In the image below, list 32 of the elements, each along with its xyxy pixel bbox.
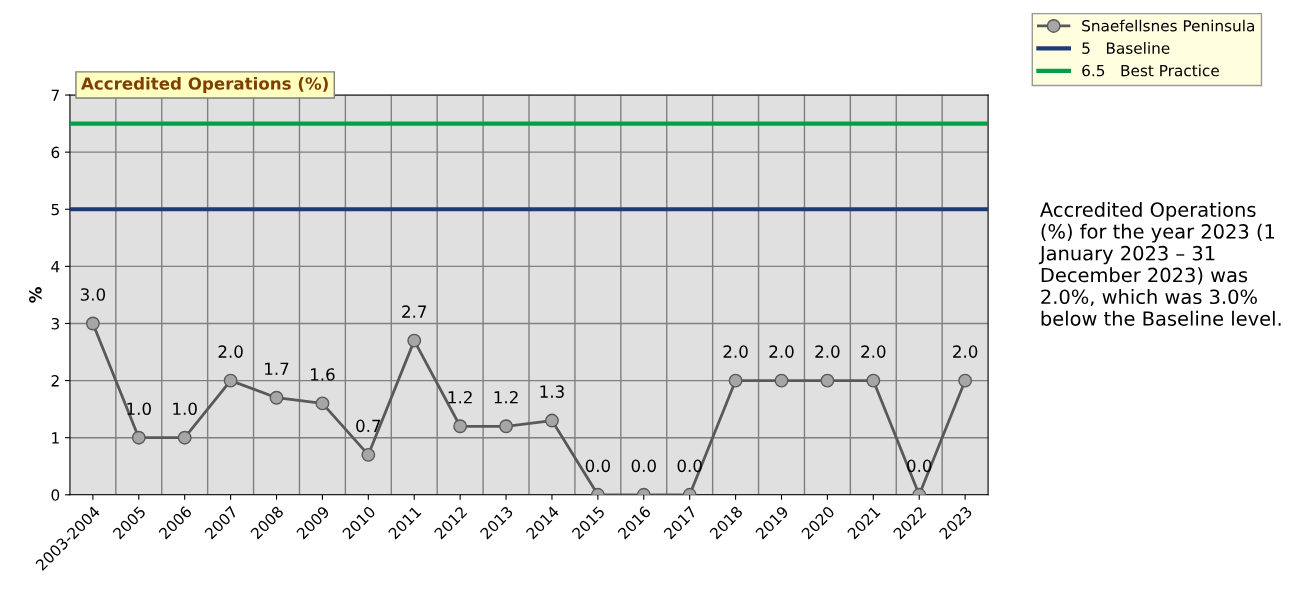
data-label: 3.0 [80, 288, 106, 301]
data-label: 1.0 [127, 402, 151, 416]
data-label: 0.0 [631, 459, 656, 473]
y-tick-label: 0 [51, 489, 60, 501]
data-label: 2.0 [861, 345, 886, 358]
y-tick-label: 4 [51, 261, 60, 273]
y-tick-label: 5 [51, 203, 59, 216]
y-tick-label: 7 [51, 89, 59, 101]
y-axis-title: % [29, 287, 42, 303]
y-tick-label: 6 [51, 146, 60, 159]
data-label: 1.2 [494, 390, 518, 404]
data-label: 1.3 [540, 385, 564, 398]
y-tick-label: 3 [51, 317, 59, 330]
legend-label: 5 Baseline [1082, 42, 1170, 54]
y-tick-label: 1 [52, 432, 59, 444]
data-label: 1.2 [448, 390, 472, 404]
data-label: 0.0 [585, 459, 611, 473]
legend-label: Snaefellsnes Peninsula [1082, 19, 1254, 32]
data-label: 2.0 [953, 345, 978, 358]
data-label: 2.0 [769, 345, 794, 358]
data-label: 0.7 [356, 419, 381, 433]
data-label: 2.0 [218, 345, 243, 358]
data-label: 2.0 [815, 345, 840, 358]
data-label: 1.0 [173, 402, 197, 416]
data-label: 1.7 [265, 362, 289, 375]
y-tick-label: 2 [51, 375, 59, 387]
chart-title: Accredited Operations (%) [81, 76, 328, 94]
text: Accredited Operations (%) for the year 2023 (1 January 2023 – 31 December 2023) was 2.0%, which was 3.0% below the Baseline level. [1038, 201, 1281, 326]
data-label: 1.6 [311, 368, 335, 381]
legend-label: 6.5 Best Practice [1082, 64, 1219, 77]
data-label: 2.0 [723, 345, 748, 358]
data-label: 2.7 [402, 305, 427, 318]
